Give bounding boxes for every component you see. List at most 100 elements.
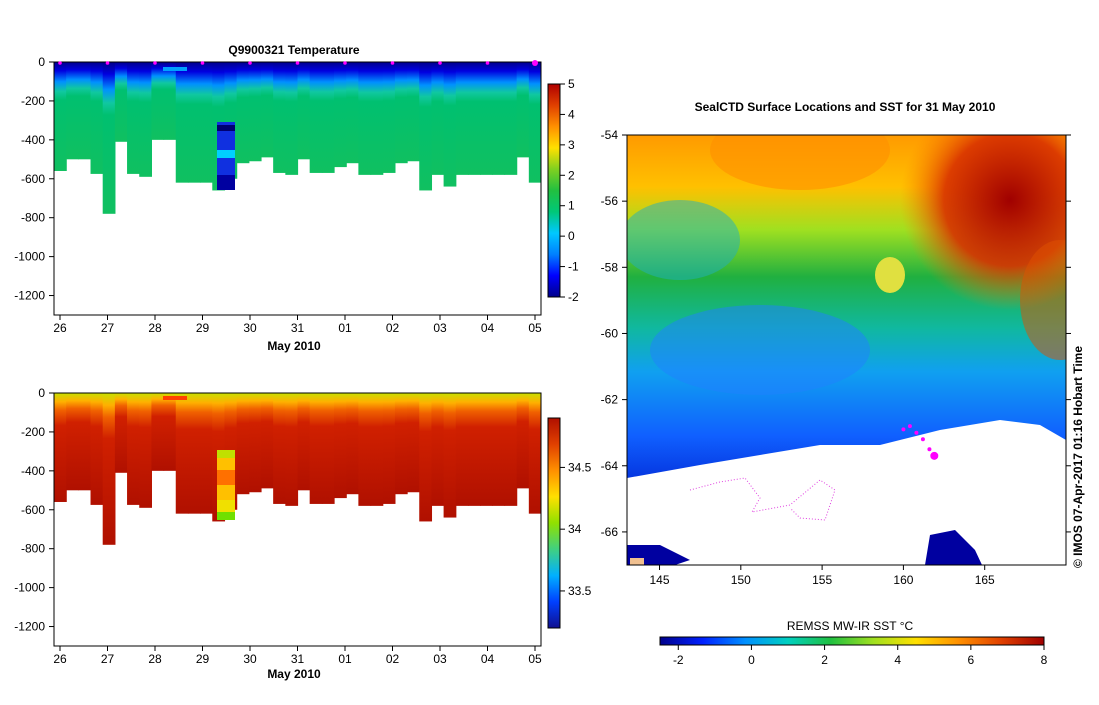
- track-point: [927, 447, 932, 452]
- profile-column: [175, 62, 189, 183]
- profile-marker: [390, 61, 395, 65]
- temperature-xlabel: May 2010: [267, 339, 321, 353]
- sst-colorbar-tick-label: 6: [968, 653, 975, 667]
- y-tick-label: 0: [38, 386, 45, 400]
- temperature-profiles: [54, 62, 541, 214]
- x-tick-label: 30: [243, 321, 257, 335]
- profile-column: [394, 62, 408, 164]
- profile-column: [346, 393, 359, 495]
- profile-marker: [200, 61, 205, 65]
- colorbar-tick-label: 2: [568, 168, 575, 182]
- profile-column: [66, 393, 79, 491]
- temperature-x-axis: 26 27 28 29 30 31 01 02 03 04 05: [53, 315, 542, 335]
- salinity-anomaly: [163, 396, 235, 520]
- profile-marker: [343, 61, 347, 65]
- profile-marker: [58, 61, 62, 65]
- profile-column: [309, 62, 323, 173]
- map-y-tick-label: -66: [601, 525, 619, 539]
- y-tick-label: -200: [21, 425, 45, 439]
- sst-colorbar-label: REMSS MW-IR SST °C: [787, 619, 914, 633]
- profile-column: [480, 393, 493, 506]
- profile-column: [321, 62, 335, 173]
- colorbar-tick-label: 34: [568, 522, 582, 536]
- profile-column: [102, 62, 116, 214]
- x-tick-label: 02: [386, 321, 400, 335]
- track-point: [914, 430, 919, 435]
- colorbar-tick-label: 5: [568, 77, 575, 91]
- profile-column: [114, 62, 128, 142]
- y-tick-label: -400: [21, 133, 45, 147]
- temperature-colorbar: [547, 83, 561, 298]
- sst-colorbar-tick-label: -2: [673, 653, 684, 667]
- salinity-y-axis: 0 -200 -400 -600 -800 -1000 -1200: [14, 386, 54, 634]
- y-tick-label: -800: [21, 211, 45, 225]
- x-tick-label: 29: [196, 321, 210, 335]
- x-tick-label: 01: [338, 321, 352, 335]
- profile-marker: [438, 61, 442, 65]
- x-tick-label: 01: [338, 652, 352, 666]
- map-frame: [626, 134, 1067, 566]
- profile-column: [127, 393, 140, 505]
- profile-column: [139, 62, 152, 177]
- profile-column: [528, 393, 541, 514]
- profile-column: [273, 62, 286, 173]
- profile-column: [248, 393, 262, 493]
- colorbar-tick-label: 34.5: [568, 460, 592, 474]
- track-point: [920, 437, 925, 442]
- profile-column: [90, 62, 104, 174]
- profile-column: [394, 393, 408, 495]
- profile-marker: [153, 61, 157, 65]
- sst-field: [627, 135, 1066, 565]
- y-tick-label: 0: [38, 55, 45, 69]
- salinity-profiles: [54, 393, 541, 545]
- y-tick-label: -1200: [14, 289, 45, 303]
- profile-column: [504, 393, 518, 506]
- sst-colorbar-tick-label: 4: [894, 653, 901, 667]
- profile-column: [102, 393, 116, 545]
- profile-column: [236, 393, 250, 495]
- y-tick-label: -1000: [14, 250, 45, 264]
- profile-column: [455, 393, 469, 506]
- sst-colorbar-ticks: -2 0 2 4 6 8: [673, 645, 1048, 667]
- y-tick-label: -1000: [14, 581, 45, 595]
- x-tick-label: 28: [148, 321, 162, 335]
- x-tick-label: 30: [243, 652, 257, 666]
- profile-column: [443, 62, 457, 187]
- x-tick-label: 05: [528, 652, 542, 666]
- profile-column: [334, 62, 347, 168]
- x-tick-label: 27: [101, 652, 115, 666]
- profile-column: [187, 62, 201, 183]
- map-x-tick-label: 145: [650, 573, 670, 587]
- profile-column: [285, 393, 299, 506]
- x-tick-label: 03: [433, 652, 447, 666]
- profile-column: [54, 393, 67, 502]
- x-tick-label: 02: [386, 652, 400, 666]
- profile-column: [504, 62, 518, 175]
- y-tick-label: -400: [21, 464, 45, 478]
- map-y-axis: -54 -56 -58 -60 -62 -64 -66: [601, 128, 1071, 539]
- x-tick-label: 05: [528, 321, 542, 335]
- profile-marker: [485, 61, 490, 65]
- profile-marker: [532, 60, 538, 66]
- temperature-y-axis: 0 -200 -400 -600 -800 -1000 -1200: [14, 55, 54, 303]
- profile-column: [163, 62, 177, 140]
- x-tick-label: 26: [53, 652, 67, 666]
- colorbar-tick-label: 4: [568, 107, 575, 121]
- profile-column: [151, 62, 165, 140]
- profile-column: [260, 62, 274, 158]
- profile-column: [480, 62, 493, 175]
- profile-column: [78, 62, 92, 160]
- map-y-tick-label: -56: [601, 194, 619, 208]
- sst-colorbar-tick-label: 2: [821, 653, 828, 667]
- map-y-tick-label: -54: [601, 128, 619, 142]
- profile-column: [260, 393, 274, 489]
- map-x-tick-label: 160: [893, 573, 913, 587]
- x-tick-label: 26: [53, 321, 67, 335]
- profile-column: [443, 393, 457, 518]
- profile-column: [516, 62, 530, 158]
- colorbar-tick-label: -2: [568, 290, 579, 304]
- y-tick-label: -200: [21, 94, 45, 108]
- profile-column: [407, 393, 420, 493]
- sst-colorbar-tick-label: 8: [1041, 653, 1048, 667]
